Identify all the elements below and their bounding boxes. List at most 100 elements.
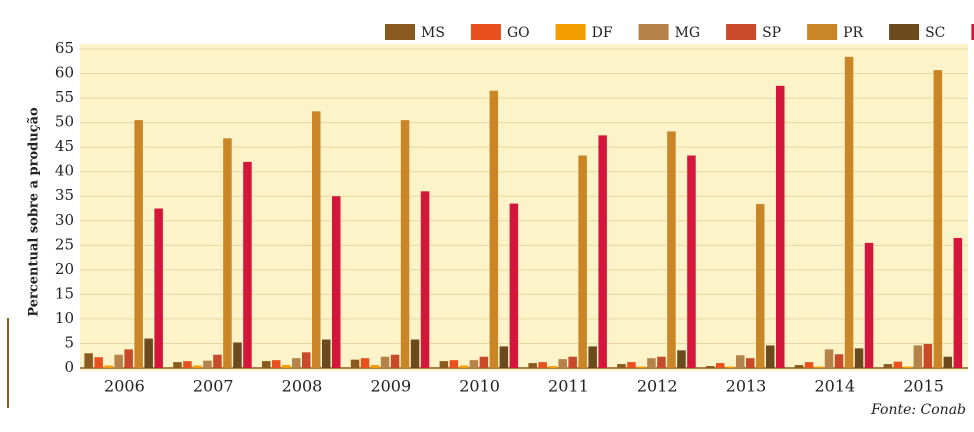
legend-label: PR [843,25,863,41]
bar [844,56,854,369]
bar [627,362,636,368]
bar [410,339,420,368]
bar [637,366,646,368]
bar [380,356,390,368]
bar [350,359,360,368]
bar [903,366,913,368]
bar [854,348,864,368]
legend-swatch [807,24,838,40]
legend-swatch [385,24,415,40]
bar [528,363,537,368]
bar [173,362,182,368]
bar [193,365,202,368]
bar [913,345,923,368]
bar [272,360,281,368]
bar [134,120,143,369]
bar [400,120,410,369]
bar [322,339,331,368]
bar [834,354,844,368]
y-tick-label: 55 [55,88,74,106]
y-tick-label: 35 [55,186,74,204]
y-tick-label: 20 [55,260,74,278]
bar [370,365,380,368]
bar [104,365,113,368]
y-tick-label: 25 [55,235,74,253]
x-tick-label: 2012 [637,377,678,396]
bar [794,365,804,368]
y-tick-label: 45 [55,137,74,155]
bar [302,352,311,368]
plot-background [80,44,968,371]
y-tick-label: 5 [64,333,74,351]
bar [292,358,301,368]
bar [360,358,370,368]
bar [617,364,626,368]
bar [94,357,103,368]
bar [716,363,725,368]
y-tick-label: 40 [55,162,74,180]
bar [548,366,557,368]
bar [390,354,400,368]
bar [213,354,222,368]
bar [84,353,93,368]
bar [233,342,242,368]
bar [282,365,291,368]
legend-label: MS [421,25,445,41]
bar [667,131,676,368]
bar [893,361,903,368]
bar [804,362,814,368]
x-tick-label: 2006 [104,377,145,396]
bar [766,345,775,368]
x-tick-label: 2009 [370,377,411,396]
y-tick-label: 50 [55,113,74,131]
bar [687,155,696,368]
y-tick-label: 60 [55,64,74,82]
bar [657,356,666,368]
x-tick-label: 2007 [193,377,234,396]
bar [203,360,212,368]
bar [864,242,874,368]
y-tick-label: 15 [55,284,74,302]
bar [332,196,341,368]
bar [647,358,656,368]
legend-label: DF [592,25,613,41]
bar [923,343,933,368]
bar [706,366,715,368]
bar [598,135,607,368]
bar [578,155,587,368]
bar [114,354,123,368]
bar [420,191,430,368]
y-tick-label: 10 [55,309,74,327]
bar [568,356,577,368]
bar [223,138,232,368]
legend-swatch [971,24,974,40]
legend-swatch [638,24,669,40]
bar [262,361,271,368]
bar [154,208,163,368]
x-tick-label: 2015 [903,377,944,396]
bar [824,349,834,368]
legend-swatch [555,24,586,40]
legend-swatch [726,24,757,40]
x-tick-label: 2010 [459,377,500,396]
bar [499,346,509,368]
bar [509,203,519,368]
source: Fonte: Conab [870,402,966,418]
bar [469,360,479,368]
bar [243,161,252,368]
legend-label: GO [507,25,530,41]
bar [943,356,953,368]
y-axis-label: Percentual sobre a produção [27,107,42,317]
bar [953,237,963,368]
bar [756,204,765,368]
x-tick-label: 2014 [814,377,855,396]
bar [677,350,686,368]
bar [814,366,824,368]
y-tick-label: 0 [64,358,74,376]
x-tick-label: 2013 [726,377,767,396]
legend-swatch [889,24,920,40]
y-tick-label: 65 [55,39,74,57]
bar [183,361,192,368]
y-tick-label: 30 [55,211,74,229]
